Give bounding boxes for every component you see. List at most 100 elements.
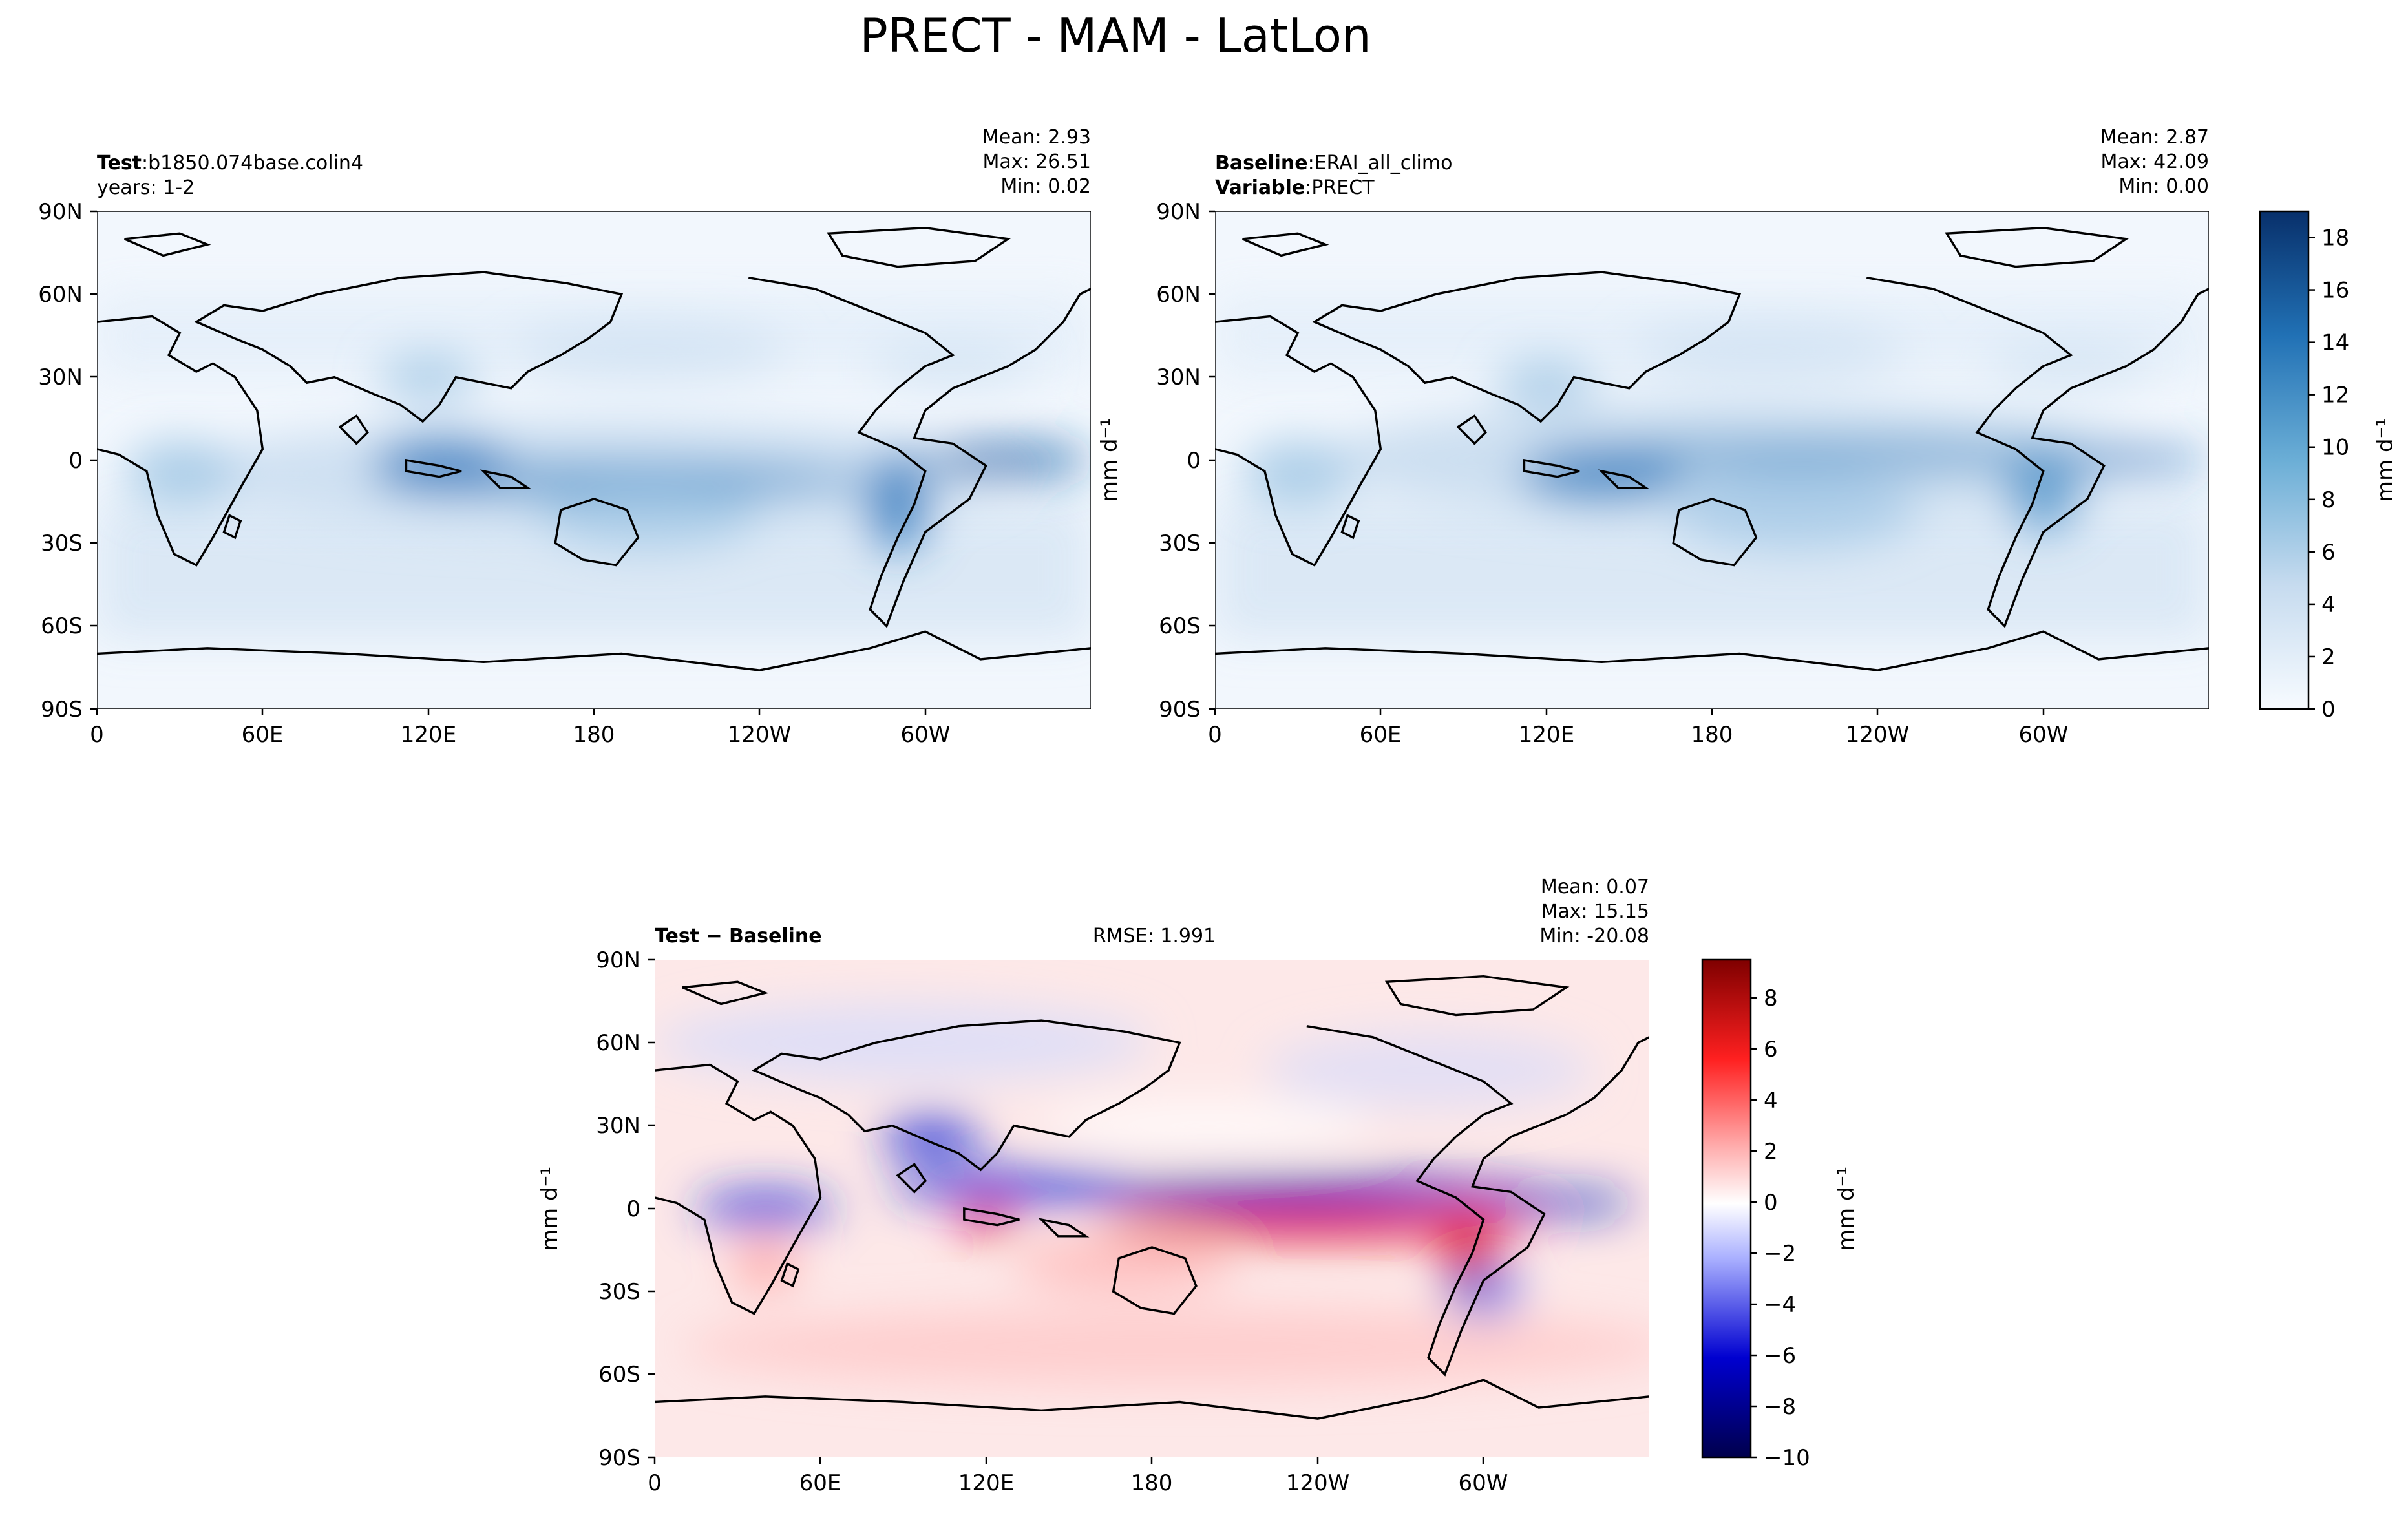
test-label-bold: Test bbox=[97, 152, 142, 174]
baseline-precip-field bbox=[1242, 322, 2209, 549]
colorbar-tick-label: 0 bbox=[2321, 697, 2336, 723]
x-tick: 180 bbox=[1691, 722, 1733, 748]
svg-text:Variable:PRECT: Variable:PRECT bbox=[1215, 176, 1375, 199]
y-tick: 60S bbox=[1159, 613, 1201, 639]
x-tick: 60E bbox=[1360, 722, 1402, 748]
y-tick: 90S bbox=[1159, 697, 1201, 723]
difference-ticks bbox=[648, 958, 1484, 1464]
baseline-x-ticks: 0 60E 120E 180 120W 60W bbox=[1208, 722, 2068, 748]
difference-field bbox=[655, 1004, 1649, 1386]
x-tick: 60W bbox=[2019, 722, 2069, 748]
x-tick: 180 bbox=[573, 722, 615, 748]
difference-y-ticks: 90N 60N 30N 0 30S 60S 90S bbox=[596, 947, 640, 1471]
difference-x-ticks: 0 60E 120E 180 120W 60W bbox=[648, 1470, 1508, 1496]
x-tick: 0 bbox=[648, 1470, 662, 1496]
baseline-ylabel: mm d⁻¹ bbox=[1097, 418, 1123, 502]
x-tick: 60E bbox=[799, 1470, 841, 1496]
test-y-ticks: 90N 60N 30N 0 30S 60S 90S bbox=[38, 199, 83, 723]
colorbar-tick-label: 6 bbox=[2321, 540, 2336, 565]
test-map bbox=[97, 211, 1091, 709]
difference-stat-max: Max: 15.15 bbox=[1541, 900, 1649, 923]
baseline-variable-value: PRECT bbox=[1311, 176, 1375, 199]
y-tick: 60S bbox=[598, 1362, 640, 1388]
colorbar-tick-label: −10 bbox=[1764, 1445, 1810, 1471]
y-tick: 30N bbox=[38, 365, 83, 390]
baseline-y-ticks: 90N 60N 30N 0 30S 60S 90S bbox=[1156, 199, 1201, 723]
y-tick: 90N bbox=[38, 199, 83, 225]
svg-text:Baseline:ERAI_all_climo: Baseline:ERAI_all_climo bbox=[1215, 152, 1452, 174]
panel-baseline-header: Baseline:ERAI_all_climo Variable:PRECT M… bbox=[1215, 126, 2209, 199]
x-tick: 0 bbox=[1208, 722, 1222, 748]
colorbar-difference-label: mm d⁻¹ bbox=[1833, 1167, 1859, 1251]
y-tick: 60N bbox=[38, 282, 83, 308]
y-tick: 60S bbox=[41, 613, 83, 639]
panel-test-header: Test:b1850.074base.colin4 years: 1-2 Mea… bbox=[97, 126, 1091, 199]
svg-text:Test:b1850.074base.colin4: Test:b1850.074base.colin4 bbox=[97, 152, 363, 174]
colorbar-tick-label: 2 bbox=[2321, 644, 2336, 670]
y-tick: 0 bbox=[69, 448, 83, 474]
y-tick: 30S bbox=[1159, 531, 1201, 556]
colorbar-tick-label: 4 bbox=[2321, 592, 2336, 618]
baseline-stat-max: Max: 42.09 bbox=[2100, 151, 2209, 173]
colorbar-tick-label: −8 bbox=[1764, 1394, 1796, 1420]
y-tick: 0 bbox=[1187, 448, 1201, 474]
panel-difference: Test − Baseline RMSE: 1.991 Mean: 0.07 M… bbox=[537, 876, 1649, 1496]
baseline-coastlines bbox=[1215, 226, 2209, 671]
x-tick: 0 bbox=[90, 722, 104, 748]
x-tick: 180 bbox=[1131, 1470, 1173, 1496]
colorbar-difference: −10 −8 −6 −4 −2 0 2 4 6 8 mm d⁻¹ bbox=[1701, 958, 1859, 1471]
baseline-map bbox=[1215, 211, 2209, 709]
colorbar-tick-label: −6 bbox=[1764, 1343, 1796, 1369]
x-tick: 120E bbox=[1519, 722, 1574, 748]
x-tick: 120E bbox=[401, 722, 456, 748]
y-tick: 60N bbox=[1156, 282, 1201, 308]
colorbar-tick-label: 4 bbox=[1764, 1088, 1778, 1114]
colorbar-tick-label: 8 bbox=[2321, 487, 2336, 513]
difference-label: Test − Baseline bbox=[655, 925, 822, 947]
panel-baseline: Baseline:ERAI_all_climo Variable:PRECT M… bbox=[1097, 126, 2209, 748]
colorbar-difference-ticks: −10 −8 −6 −4 −2 0 2 4 6 8 bbox=[1751, 986, 1810, 1471]
y-tick: 90S bbox=[598, 1445, 640, 1471]
colorbar-tick-label: −2 bbox=[1764, 1241, 1796, 1267]
y-tick: 90N bbox=[596, 947, 640, 973]
colorbar-tick-label: 6 bbox=[1764, 1037, 1778, 1062]
difference-rmse: RMSE: 1.991 bbox=[1093, 925, 1216, 947]
y-tick: 30S bbox=[598, 1279, 640, 1305]
test-x-ticks: 0 60E 120E 180 120W 60W bbox=[90, 722, 950, 748]
y-tick: 60N bbox=[596, 1030, 640, 1056]
test-ticks bbox=[90, 210, 927, 715]
panel-test: Test:b1850.074base.colin4 years: 1-2 Mea… bbox=[38, 126, 1091, 748]
colorbar-tick-label: 8 bbox=[1764, 986, 1778, 1011]
colorbar-precip-label: mm d⁻¹ bbox=[2372, 418, 2398, 502]
colorbar-tick-label: −4 bbox=[1764, 1292, 1796, 1318]
figure-title: PRECT - MAM - LatLon bbox=[860, 8, 1371, 63]
test-stat-mean: Mean: 2.93 bbox=[982, 126, 1091, 149]
colorbar-tick-label: 14 bbox=[2321, 330, 2349, 356]
x-tick: 120W bbox=[1846, 722, 1910, 748]
colorbar-difference-gradient bbox=[1701, 958, 1752, 1459]
colorbar-tick-label: 18 bbox=[2321, 226, 2349, 251]
colorbar-precip-gradient bbox=[2259, 210, 2310, 710]
baseline-stat-mean: Mean: 2.87 bbox=[2100, 126, 2209, 149]
baseline-label-bold: Baseline bbox=[1215, 152, 1308, 174]
test-coastlines bbox=[97, 226, 1091, 671]
baseline-stat-min: Min: 0.00 bbox=[2118, 175, 2209, 198]
baseline-label-value: ERAI_all_climo bbox=[1315, 152, 1453, 174]
difference-stat-min: Min: -20.08 bbox=[1539, 925, 1649, 947]
x-tick: 60W bbox=[1459, 1470, 1508, 1496]
x-tick: 60E bbox=[242, 722, 284, 748]
y-tick: 30N bbox=[1156, 365, 1201, 390]
test-stat-max: Max: 26.51 bbox=[982, 151, 1091, 173]
colorbar-tick-label: 16 bbox=[2321, 278, 2349, 304]
colorbar-tick-label: 2 bbox=[1764, 1139, 1778, 1165]
test-years: years: 1-2 bbox=[97, 176, 195, 199]
y-tick: 30S bbox=[41, 531, 83, 556]
panel-difference-header: Test − Baseline RMSE: 1.991 Mean: 0.07 M… bbox=[655, 876, 1649, 947]
difference-ylabel: mm d⁻¹ bbox=[537, 1167, 563, 1251]
baseline-variable-bold: Variable bbox=[1215, 176, 1305, 199]
colorbar-precip: 0 2 4 6 8 10 12 14 16 18 mm d⁻¹ bbox=[2259, 210, 2398, 723]
difference-map bbox=[655, 960, 1649, 1457]
y-tick: 90S bbox=[41, 697, 83, 723]
y-tick: 30N bbox=[596, 1113, 640, 1139]
